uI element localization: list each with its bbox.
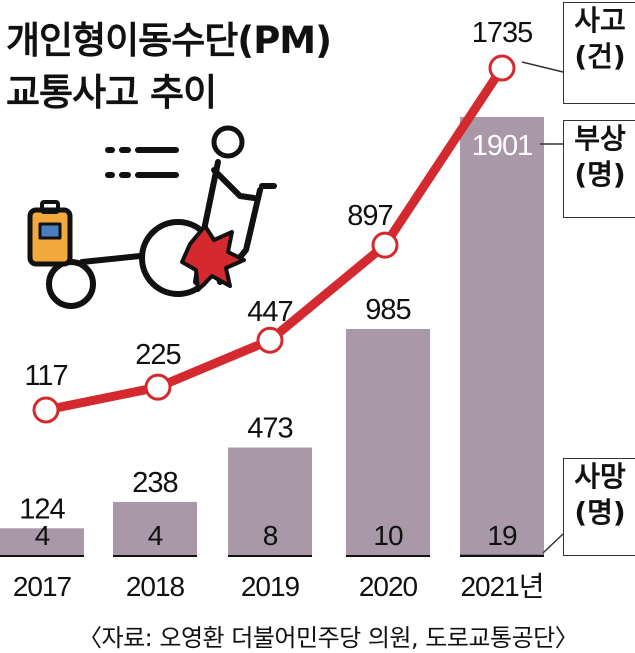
injury-bar — [460, 117, 544, 557]
chart-title-line-2: 교통사고 추이 — [6, 71, 217, 114]
accident-line — [45, 65, 506, 415]
death-value-label: 10 — [373, 520, 403, 551]
death-bar — [460, 554, 544, 557]
death-bar — [228, 555, 312, 557]
injury-value-label: 124 — [19, 493, 65, 525]
accident-value-label: 897 — [347, 200, 392, 232]
accident-value-label: 447 — [247, 296, 292, 328]
injury-legend-unit: (명) — [574, 158, 626, 191]
x-tick-label: 2020 — [359, 571, 418, 602]
accident-point — [256, 326, 284, 354]
death-legend-name: 사망 — [574, 460, 626, 493]
x-tick-label: 2018 — [126, 571, 185, 602]
accident-legend-name: 사고 — [574, 4, 626, 37]
accident-legend: 사고 (건) — [563, 2, 635, 104]
death-bar — [0, 555, 84, 557]
accident-point — [371, 231, 399, 259]
x-tick-label: 2017 — [13, 571, 72, 602]
accident-value-label: 1735 — [472, 17, 533, 49]
death-legend-unit: (명) — [574, 496, 626, 529]
accident-legend-unit: (건) — [574, 40, 626, 73]
death-value-label: 8 — [263, 520, 278, 551]
x-tick-label: 2021년 — [460, 571, 543, 602]
injury-legend: 부상 (명) — [563, 120, 635, 218]
death-value-label: 19 — [487, 520, 517, 551]
death-value-label: 4 — [35, 520, 50, 551]
death-bar — [346, 555, 430, 557]
person-walking-electric-scooter-icon — [27, 125, 277, 309]
injury-value-label: 473 — [247, 413, 292, 445]
accident-legend-leader — [521, 61, 564, 73]
accident-point — [32, 396, 60, 424]
death-bar — [113, 555, 197, 557]
crash-spark-icon — [180, 224, 246, 292]
death-value-label: 4 — [148, 520, 163, 551]
accident-value-label: 117 — [24, 360, 67, 392]
injury-legend-name: 부상 — [574, 122, 626, 155]
accident-point — [144, 373, 172, 401]
x-tick-label: 2019 — [241, 571, 300, 602]
death-legend-leader — [542, 533, 564, 554]
accident-point — [488, 54, 516, 82]
injury-bar — [0, 528, 84, 557]
injury-value-label: 238 — [132, 467, 177, 499]
chart-title-line-1: 개인형이동수단(PM) — [6, 19, 332, 62]
death-legend: 사망 (명) — [563, 458, 635, 556]
injury-bar — [228, 447, 312, 557]
injury-bar — [113, 501, 197, 557]
injury-value-label: 1901 — [472, 130, 533, 162]
source-note: 〈자료: 오영환 더불어민주당 의원, 도로교통공단〉 — [78, 624, 579, 652]
injury-bar — [346, 329, 430, 557]
accident-value-label: 225 — [135, 339, 180, 371]
injury-value-label: 985 — [365, 294, 410, 326]
